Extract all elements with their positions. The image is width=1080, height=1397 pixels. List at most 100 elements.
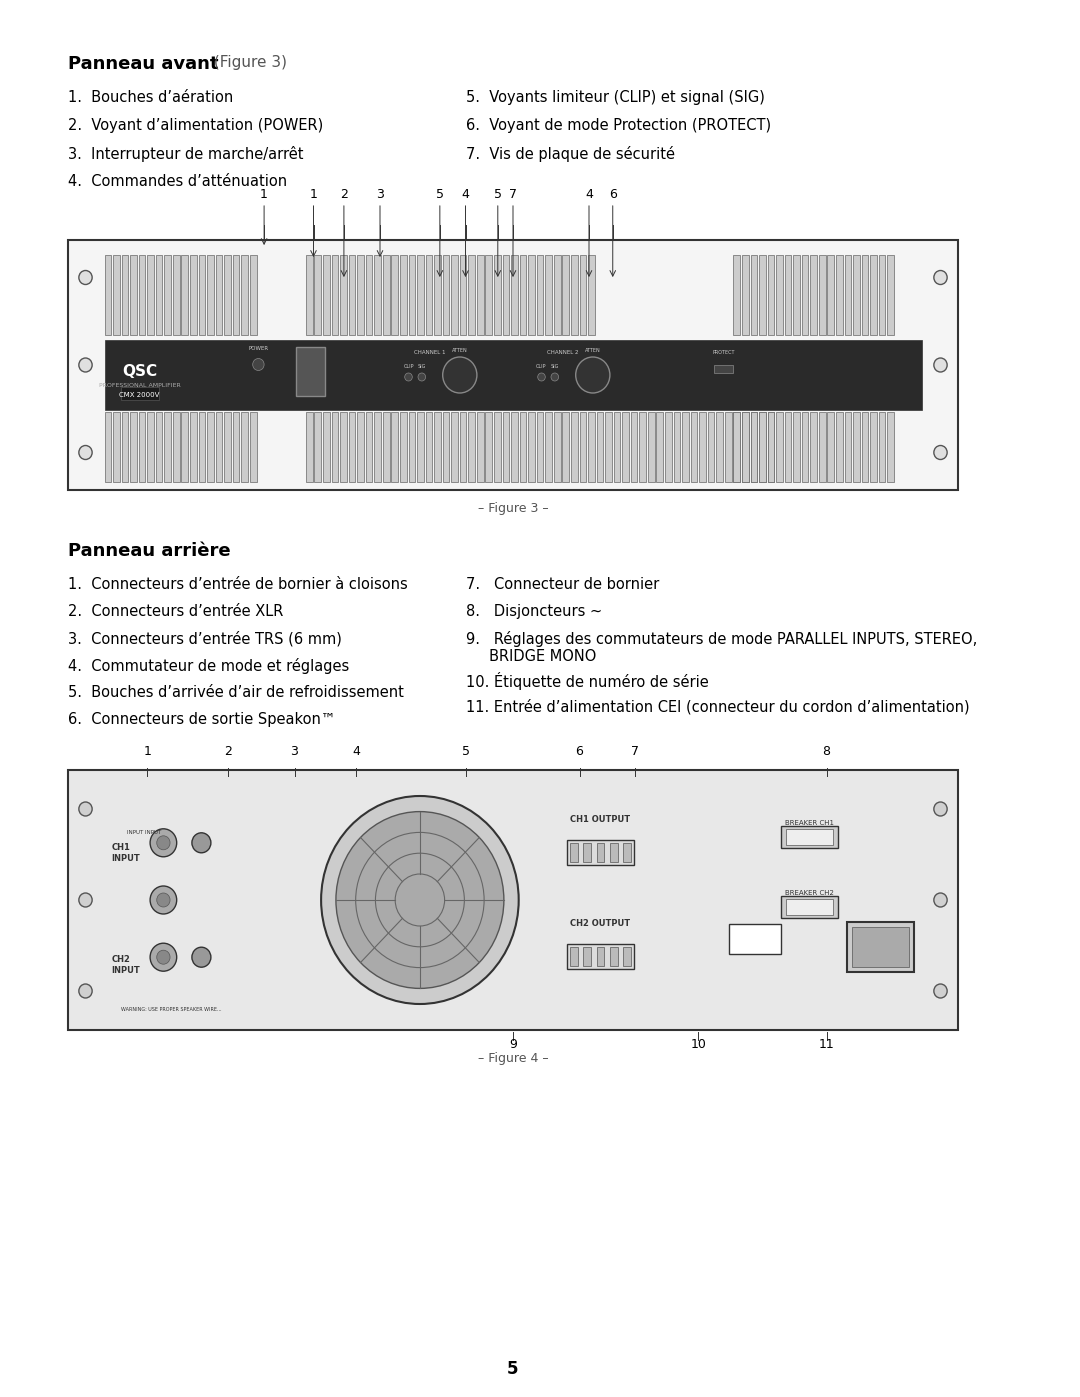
Bar — [768, 412, 774, 482]
Text: 4.  Commutateur de mode et réglages: 4. Commutateur de mode et réglages — [68, 658, 350, 673]
Bar — [545, 256, 552, 335]
Bar — [434, 412, 441, 482]
Bar — [690, 412, 698, 482]
Bar — [707, 412, 714, 482]
Text: 1: 1 — [260, 189, 268, 201]
Bar — [733, 412, 740, 482]
Circle shape — [934, 358, 947, 372]
Text: – Figure 3 –: – Figure 3 – — [477, 502, 549, 515]
Bar — [485, 412, 492, 482]
Bar — [366, 256, 373, 335]
Circle shape — [150, 828, 177, 856]
Bar — [785, 900, 833, 915]
Text: QSC: QSC — [122, 365, 158, 379]
Bar — [241, 412, 248, 482]
Circle shape — [79, 983, 92, 997]
Bar — [853, 412, 860, 482]
Text: 3.  Connecteurs d’entrée TRS (6 mm): 3. Connecteurs d’entrée TRS (6 mm) — [68, 631, 342, 647]
Text: 6: 6 — [576, 745, 583, 759]
Circle shape — [443, 358, 477, 393]
Text: WARNING: USE PROPER SPEAKER WIRE...: WARNING: USE PROPER SPEAKER WIRE... — [121, 1007, 221, 1011]
Bar — [810, 412, 816, 482]
Bar — [853, 256, 860, 335]
Bar — [845, 256, 851, 335]
Circle shape — [934, 802, 947, 816]
Bar — [190, 412, 197, 482]
Bar — [306, 256, 312, 335]
Bar — [417, 256, 423, 335]
Bar — [173, 412, 179, 482]
Text: 5: 5 — [494, 189, 502, 201]
Bar — [768, 256, 774, 335]
Bar — [879, 412, 886, 482]
Bar — [777, 256, 783, 335]
Bar — [725, 412, 731, 482]
Text: 4.  Commandes d’atténuation: 4. Commandes d’atténuation — [68, 175, 287, 189]
Text: 8.   Disjoncteurs ~: 8. Disjoncteurs ~ — [465, 604, 602, 619]
Bar — [583, 842, 591, 862]
Text: 1: 1 — [144, 745, 151, 759]
Bar — [596, 947, 604, 965]
Bar — [147, 256, 154, 335]
Bar — [610, 842, 618, 862]
Bar — [648, 412, 654, 482]
Bar — [485, 256, 492, 335]
Bar — [545, 412, 552, 482]
Bar — [827, 412, 834, 482]
Text: Panneau arrière: Panneau arrière — [68, 542, 231, 560]
Bar — [793, 256, 800, 335]
Bar — [848, 922, 914, 972]
Circle shape — [551, 373, 558, 381]
Bar — [801, 256, 809, 335]
Circle shape — [934, 446, 947, 460]
Bar — [434, 256, 441, 335]
Bar — [502, 256, 509, 335]
Bar — [759, 256, 766, 335]
Bar — [340, 256, 347, 335]
Circle shape — [538, 373, 545, 381]
Circle shape — [79, 802, 92, 816]
Bar — [477, 412, 484, 482]
Text: 2.  Voyant d’alimentation (POWER): 2. Voyant d’alimentation (POWER) — [68, 117, 324, 133]
Bar — [781, 826, 838, 848]
Text: CH2
INPUT: CH2 INPUT — [111, 956, 140, 975]
Circle shape — [405, 373, 413, 381]
Text: CH2 OUTPUT: CH2 OUTPUT — [570, 919, 631, 929]
Circle shape — [79, 446, 92, 460]
Circle shape — [79, 358, 92, 372]
Bar — [131, 412, 137, 482]
Bar — [528, 256, 535, 335]
Bar — [357, 412, 364, 482]
Bar — [216, 256, 222, 335]
Bar — [156, 256, 162, 335]
Bar — [296, 346, 325, 395]
Bar — [613, 412, 620, 482]
Text: 2: 2 — [340, 189, 348, 201]
Bar — [570, 947, 578, 965]
Bar — [199, 256, 205, 335]
Text: 4: 4 — [352, 745, 361, 759]
Text: PROTECT: PROTECT — [713, 349, 735, 355]
Text: 10: 10 — [690, 1038, 706, 1051]
Text: 10. Étiquette de numéro de série: 10. Étiquette de numéro de série — [465, 672, 708, 690]
Circle shape — [934, 983, 947, 997]
Bar — [519, 256, 526, 335]
Bar — [443, 412, 449, 482]
Text: 7.   Connecteur de bornier: 7. Connecteur de bornier — [465, 577, 659, 592]
Bar — [714, 365, 733, 373]
Bar — [460, 256, 467, 335]
Bar — [382, 256, 390, 335]
Text: 5: 5 — [508, 1361, 518, 1377]
Bar — [852, 928, 909, 967]
Bar — [537, 412, 543, 482]
Bar — [571, 256, 578, 335]
Bar — [233, 412, 240, 482]
Bar — [366, 412, 373, 482]
Circle shape — [253, 359, 265, 370]
Bar — [571, 412, 578, 482]
Text: CHANNEL 1: CHANNEL 1 — [414, 351, 445, 355]
Bar — [665, 412, 672, 482]
Bar — [375, 412, 381, 482]
Text: BREAKER CH2: BREAKER CH2 — [785, 890, 834, 895]
Text: 3.  Interrupteur de marche/arrêt: 3. Interrupteur de marche/arrêt — [68, 147, 303, 162]
